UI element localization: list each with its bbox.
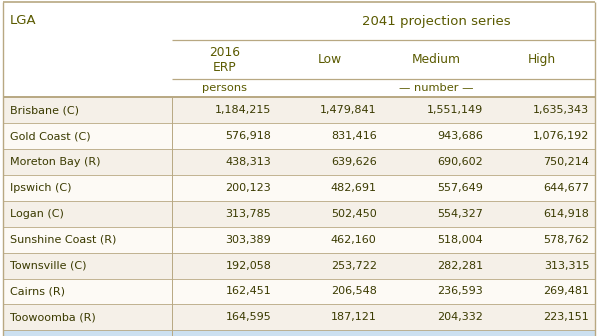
Bar (3, 253, 595, 279)
Bar (3, 97, 595, 123)
Bar (3, 149, 595, 175)
Text: 1,184,215: 1,184,215 (215, 106, 271, 115)
Text: 192,058: 192,058 (225, 261, 271, 270)
Text: 644,677: 644,677 (543, 183, 589, 193)
Text: Moreton Bay (R): Moreton Bay (R) (10, 157, 101, 167)
Text: 943,686: 943,686 (438, 131, 483, 141)
Bar (3, 330, 595, 336)
Bar (3, 201, 595, 227)
Text: 1,076,192: 1,076,192 (533, 131, 589, 141)
Text: 690,602: 690,602 (438, 157, 483, 167)
Text: 554,327: 554,327 (438, 209, 483, 219)
Text: 269,481: 269,481 (543, 287, 589, 296)
Text: 1,551,149: 1,551,149 (427, 106, 483, 115)
Text: persons: persons (202, 83, 247, 93)
Text: 1,479,841: 1,479,841 (320, 106, 377, 115)
Text: 831,416: 831,416 (331, 131, 377, 141)
Text: Sunshine Coast (R): Sunshine Coast (R) (10, 235, 116, 245)
Text: 462,160: 462,160 (331, 235, 377, 245)
Text: Townsville (C): Townsville (C) (10, 261, 87, 270)
Text: 200,123: 200,123 (226, 183, 271, 193)
Text: 164,595: 164,595 (226, 312, 271, 322)
Text: Logan (C): Logan (C) (10, 209, 64, 219)
Text: LGA: LGA (10, 14, 37, 28)
Text: 639,626: 639,626 (331, 157, 377, 167)
Text: 482,691: 482,691 (331, 183, 377, 193)
Bar (3, 227, 595, 253)
Text: 236,593: 236,593 (438, 287, 483, 296)
Text: 438,313: 438,313 (226, 157, 271, 167)
Bar (3, 123, 595, 149)
Text: 187,121: 187,121 (331, 312, 377, 322)
Text: Low: Low (318, 53, 342, 66)
Bar (3, 304, 595, 330)
Text: 253,722: 253,722 (331, 261, 377, 270)
Text: 206,548: 206,548 (331, 287, 377, 296)
Text: 557,649: 557,649 (438, 183, 483, 193)
Text: Toowoomba (R): Toowoomba (R) (10, 312, 96, 322)
Text: 502,450: 502,450 (331, 209, 377, 219)
Text: 313,315: 313,315 (544, 261, 589, 270)
Text: 750,214: 750,214 (543, 157, 589, 167)
Text: Brisbane (C): Brisbane (C) (10, 106, 79, 115)
Text: 162,451: 162,451 (226, 287, 271, 296)
Text: 614,918: 614,918 (543, 209, 589, 219)
Text: 313,785: 313,785 (226, 209, 271, 219)
Text: 2041 projection series: 2041 projection series (362, 14, 510, 28)
Text: 576,918: 576,918 (225, 131, 271, 141)
Text: Cairns (R): Cairns (R) (10, 287, 65, 296)
Text: 223,151: 223,151 (543, 312, 589, 322)
Text: 518,004: 518,004 (438, 235, 483, 245)
Bar (3, 175, 595, 201)
Text: High: High (528, 53, 556, 66)
Text: Medium: Medium (411, 53, 460, 66)
Text: Ipswich (C): Ipswich (C) (10, 183, 72, 193)
Text: — number —: — number — (399, 83, 473, 93)
Text: 282,281: 282,281 (437, 261, 483, 270)
Text: 578,762: 578,762 (543, 235, 589, 245)
Text: 303,389: 303,389 (226, 235, 271, 245)
Text: Gold Coast (C): Gold Coast (C) (10, 131, 91, 141)
Text: 204,332: 204,332 (438, 312, 483, 322)
Bar (3, 279, 595, 304)
Text: 1,635,343: 1,635,343 (533, 106, 589, 115)
Text: 2016
ERP: 2016 ERP (209, 46, 240, 74)
